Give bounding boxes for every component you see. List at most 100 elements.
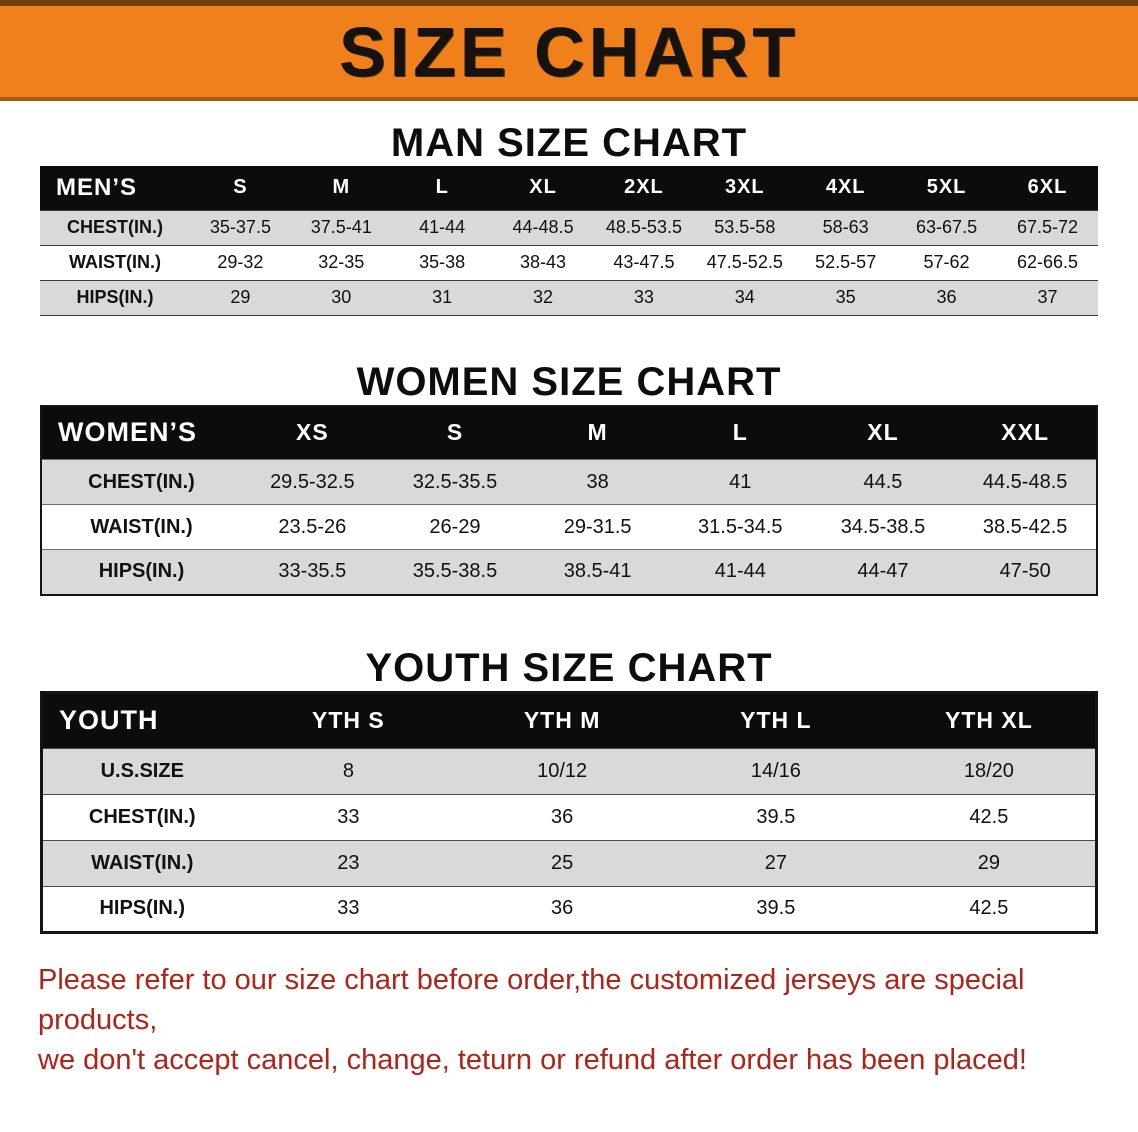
men-size-table: MEN’S S M L XL 2XL 3XL 4XL 5XL 6XL CHEST(IN.) 35-37… xyxy=(40,166,1098,316)
size-column-header: L xyxy=(391,166,493,210)
disclaimer-line-1: Please refer to our size chart before or… xyxy=(38,963,1025,1036)
size-value: 38-43 xyxy=(520,252,567,272)
size-value: 33 xyxy=(633,287,654,307)
size-value: 62-66.5 xyxy=(1016,252,1079,272)
size-value: 33-35.5 xyxy=(278,560,347,583)
row-label: HIPS(IN.) xyxy=(99,897,186,919)
table-header-row: MEN’S S M L XL 2XL 3XL 4XL 5XL 6XL xyxy=(40,166,1098,210)
row-label: HIPS(IN.) xyxy=(76,287,154,307)
size-value: 35-38 xyxy=(419,252,466,272)
table-corner-label: YOUTH xyxy=(41,692,242,748)
table-row: CHEST(IN.) 33 36 39.5 42.5 xyxy=(41,794,1097,840)
table-header-row: YOUTH YTH S YTH M YTH L YTH XL xyxy=(41,692,1097,748)
men-chart-heading: MAN SIZE CHART xyxy=(390,121,748,165)
row-label: WAIST(IN.) xyxy=(69,252,161,272)
table-row: CHEST(IN.) 35-37.5 37.5-41 41-44 44-48.5 48.5… xyxy=(40,210,1098,245)
size-value: 39.5 xyxy=(756,805,796,828)
size-column-header: S xyxy=(190,166,291,210)
size-value: 47-50 xyxy=(999,560,1051,583)
size-value: 41 xyxy=(729,470,752,493)
size-value: 32 xyxy=(533,287,554,307)
size-column-header: 3XL xyxy=(694,166,796,210)
table-header-row: WOMEN’S XS S M L XL XXL xyxy=(41,405,1097,460)
size-value: 67.5-72 xyxy=(1016,217,1079,237)
size-value: 30 xyxy=(331,287,352,307)
size-column-header: XL xyxy=(492,166,594,210)
row-label: CHEST(IN.) xyxy=(88,805,196,828)
table-row: U.S.SIZE 8 10/12 14/16 18/20 xyxy=(41,748,1097,794)
size-column-header: YTH XL xyxy=(882,692,1097,748)
size-column-header: XS xyxy=(241,405,384,460)
table-row: HIPS(IN.) 29 30 31 32 33 34 35 36 37 xyxy=(40,280,1098,315)
youth-size-table: YOUTH YTH S YTH M YTH L YTH XL U.S.SIZE 8 10/12… xyxy=(40,690,1098,934)
size-chart-banner: SIZE CHART xyxy=(0,0,1138,101)
size-value: 35-37.5 xyxy=(209,217,271,237)
table-row: WAIST(IN.) 23 25 27 29 xyxy=(41,840,1097,886)
size-value: 32-35 xyxy=(318,252,365,272)
size-value: 41-44 xyxy=(419,217,466,237)
table-row: CHEST(IN.) 29.5-32.5 32.5-35.5 38 41 44.5 44.5… xyxy=(41,459,1097,505)
size-value: 34.5-38.5 xyxy=(840,515,926,538)
size-value: 29 xyxy=(977,851,1000,874)
size-value: 52.5-57 xyxy=(815,252,877,272)
size-column-header: 2XL xyxy=(593,166,695,210)
size-column-header: YTH L xyxy=(669,692,883,748)
disclaimer-note: Please refer to our size chart before or… xyxy=(38,960,1138,1080)
size-column-header: 4XL xyxy=(795,166,897,210)
size-value: 57-62 xyxy=(923,252,970,272)
women-size-chart-section: WOMEN SIZE CHART WOMEN’S XS S M L XL XXL CHEST(… xyxy=(0,360,1138,596)
size-value: 25 xyxy=(551,851,574,874)
size-column-header: XXL xyxy=(954,405,1097,460)
size-value: 34 xyxy=(734,287,755,307)
size-value: 58-63 xyxy=(822,217,869,237)
size-value: 23 xyxy=(337,851,360,874)
women-chart-heading: WOMEN SIZE CHART xyxy=(356,359,782,404)
size-value: 39.5 xyxy=(756,897,796,919)
size-value: 63-67.5 xyxy=(916,217,978,237)
size-value: 44.5-48.5 xyxy=(982,470,1068,493)
size-value: 44.5 xyxy=(863,470,903,493)
size-value: 36 xyxy=(936,287,957,307)
size-value: 23.5-26 xyxy=(278,515,347,538)
row-label: HIPS(IN.) xyxy=(98,560,185,583)
table-row: WAIST(IN.) 23.5-26 26-29 29-31.5 31.5-34.5 34… xyxy=(41,504,1097,550)
size-value: 29 xyxy=(230,287,251,307)
size-value: 36 xyxy=(551,805,574,828)
size-value: 29-31.5 xyxy=(563,515,632,538)
size-column-header: 5XL xyxy=(896,166,997,210)
size-value: 29-32 xyxy=(217,252,264,272)
size-column-header: S xyxy=(383,405,527,460)
size-value: 53.5-58 xyxy=(714,217,776,237)
table-row: HIPS(IN.) 33-35.5 35.5-38.5 38.5-41 41-44 44-… xyxy=(41,549,1097,595)
size-value: 33 xyxy=(337,805,360,828)
size-value: 38.5-42.5 xyxy=(982,515,1068,538)
size-column-header: YTH M xyxy=(455,692,669,748)
banner-title: SIZE CHART xyxy=(339,12,799,91)
size-value: 48.5-53.5 xyxy=(605,217,682,237)
size-column-header: XL xyxy=(811,405,955,460)
size-value: 35.5-38.5 xyxy=(412,560,498,583)
size-value: 38 xyxy=(586,470,609,493)
size-value: 10/12 xyxy=(537,759,588,782)
row-label: WAIST(IN.) xyxy=(90,515,193,538)
youth-size-chart-section: YOUTH SIZE CHART YOUTH YTH S YTH M YTH L YTH… xyxy=(0,646,1138,934)
size-value: 14/16 xyxy=(750,759,801,782)
youth-chart-heading: YOUTH SIZE CHART xyxy=(365,645,773,690)
table-row: WAIST(IN.) 29-32 32-35 35-38 38-43 43-47.5 47.… xyxy=(40,245,1098,280)
size-value: 42.5 xyxy=(969,805,1009,828)
size-value: 37 xyxy=(1037,287,1058,307)
size-value: 44-48.5 xyxy=(512,217,574,237)
row-label: U.S.SIZE xyxy=(100,759,184,782)
table-corner-label: MEN’S xyxy=(40,166,190,210)
size-value: 43-47.5 xyxy=(613,252,675,272)
men-size-chart-section: MAN SIZE CHART MEN’S S M L XL 2XL 3XL 4XL 5XL 6XL… xyxy=(0,121,1138,316)
size-value: 27 xyxy=(764,851,787,874)
disclaimer-line-2: we don't accept cancel, change, teturn o… xyxy=(38,1043,1027,1076)
size-column-header: 6XL xyxy=(997,166,1098,210)
table-corner-label: WOMEN’S xyxy=(41,405,241,460)
size-value: 29.5-32.5 xyxy=(270,470,355,493)
size-column-header: L xyxy=(668,405,812,460)
size-value: 32.5-35.5 xyxy=(412,470,498,493)
size-value: 44-47 xyxy=(857,560,909,583)
row-label: WAIST(IN.) xyxy=(91,851,194,874)
